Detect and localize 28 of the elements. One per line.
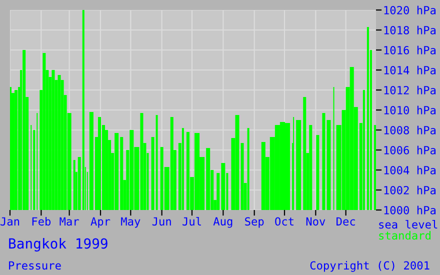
- series-label: standard: [379, 231, 430, 240]
- x-tick-label: Oct: [275, 217, 294, 226]
- y-tick-label: 1010 hPa: [384, 106, 436, 114]
- y-tick-label: 1018 hPa: [384, 26, 436, 34]
- x-tick-label: May: [121, 217, 140, 228]
- x-tick-label: Jun: [152, 217, 171, 226]
- y-tick-label: 1006 hPa: [384, 146, 436, 154]
- y-tick-label: 1008 hPa: [384, 126, 436, 134]
- text: sea level: [379, 220, 438, 229]
- y-tick-label: 1000 hPa: [384, 206, 436, 214]
- text: Pressure: [9, 261, 61, 270]
- x-tick-label: Nov: [306, 217, 326, 226]
- x-tick-label: Dec: [336, 217, 355, 226]
- y-tick-label: 1016 hPa: [384, 46, 436, 54]
- x-tick-label: Sep: [245, 217, 264, 228]
- x-tick-label: Aug: [213, 217, 232, 228]
- x-tick-label: Apr: [90, 217, 110, 228]
- y-tick-label: 1002 hPa: [384, 186, 436, 194]
- text: Copyright (C) 2001: [310, 261, 430, 272]
- text: Bangkok 1999: [9, 238, 108, 252]
- x-tick-label: Jan: [0, 217, 20, 226]
- y-tick-label: 1014 hPa: [384, 66, 436, 74]
- y-tick-label: 1020 hPa: [384, 6, 436, 14]
- y-tick-label: 1012 hPa: [384, 86, 436, 94]
- x-tick-label: Mar: [60, 217, 79, 226]
- x-tick-label: Jul: [182, 216, 201, 226]
- y-tick-label: 1004 hPa: [384, 166, 436, 174]
- x-tick-label: Feb: [32, 217, 51, 226]
